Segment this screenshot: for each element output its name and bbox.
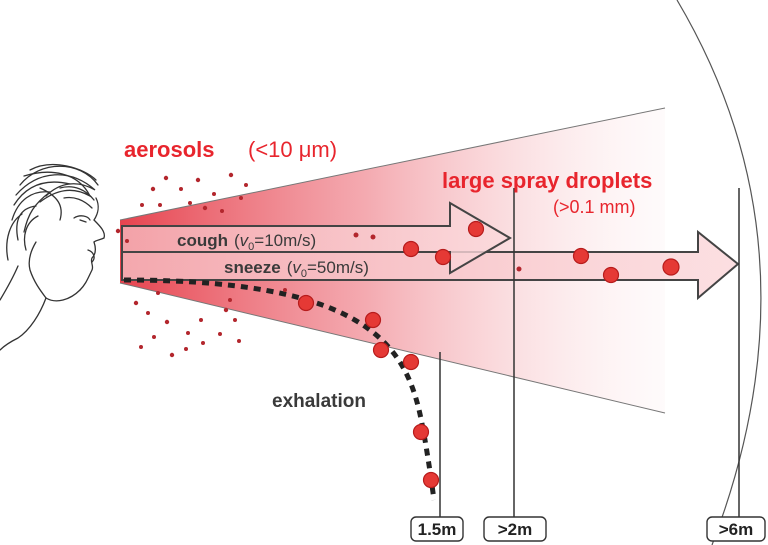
human-face-profile-icon: [0, 163, 106, 351]
cough-label: cough (v0=10m/s): [177, 231, 316, 253]
cough-arrow: [121, 201, 512, 275]
large-droplets-label: large spray droplets (>0.1 mm): [442, 168, 652, 217]
distance-badge-1-5m: 1.5m: [410, 516, 464, 542]
large-droplets: [297, 220, 680, 489]
aerosols-word: aerosols: [124, 137, 215, 162]
large-droplets-word: large spray droplets: [442, 168, 652, 193]
aerosol-droplets: [115, 172, 522, 358]
exhalation-label: exhalation: [272, 391, 366, 412]
sneeze-arrow: [121, 229, 740, 301]
cone-upper-edge: [119, 107, 666, 221]
distance-badge-6m: >6m: [706, 516, 766, 542]
distance-label-2m: >2m: [498, 520, 533, 539]
distance-badge-2m: >2m: [483, 516, 547, 542]
exhalation-trajectory: [123, 277, 437, 501]
aerosols-label: aerosols (<10 μm): [124, 137, 337, 162]
cone-lower-edge: [119, 282, 666, 414]
large-droplets-size: (>0.1 mm): [553, 197, 636, 217]
distance-label-1-5m: 1.5m: [418, 520, 457, 539]
distance-label-6m: >6m: [719, 520, 754, 539]
sneeze-label: sneeze (v0=50m/s): [224, 258, 369, 280]
aerosols-size: (<10 μm): [248, 137, 337, 162]
